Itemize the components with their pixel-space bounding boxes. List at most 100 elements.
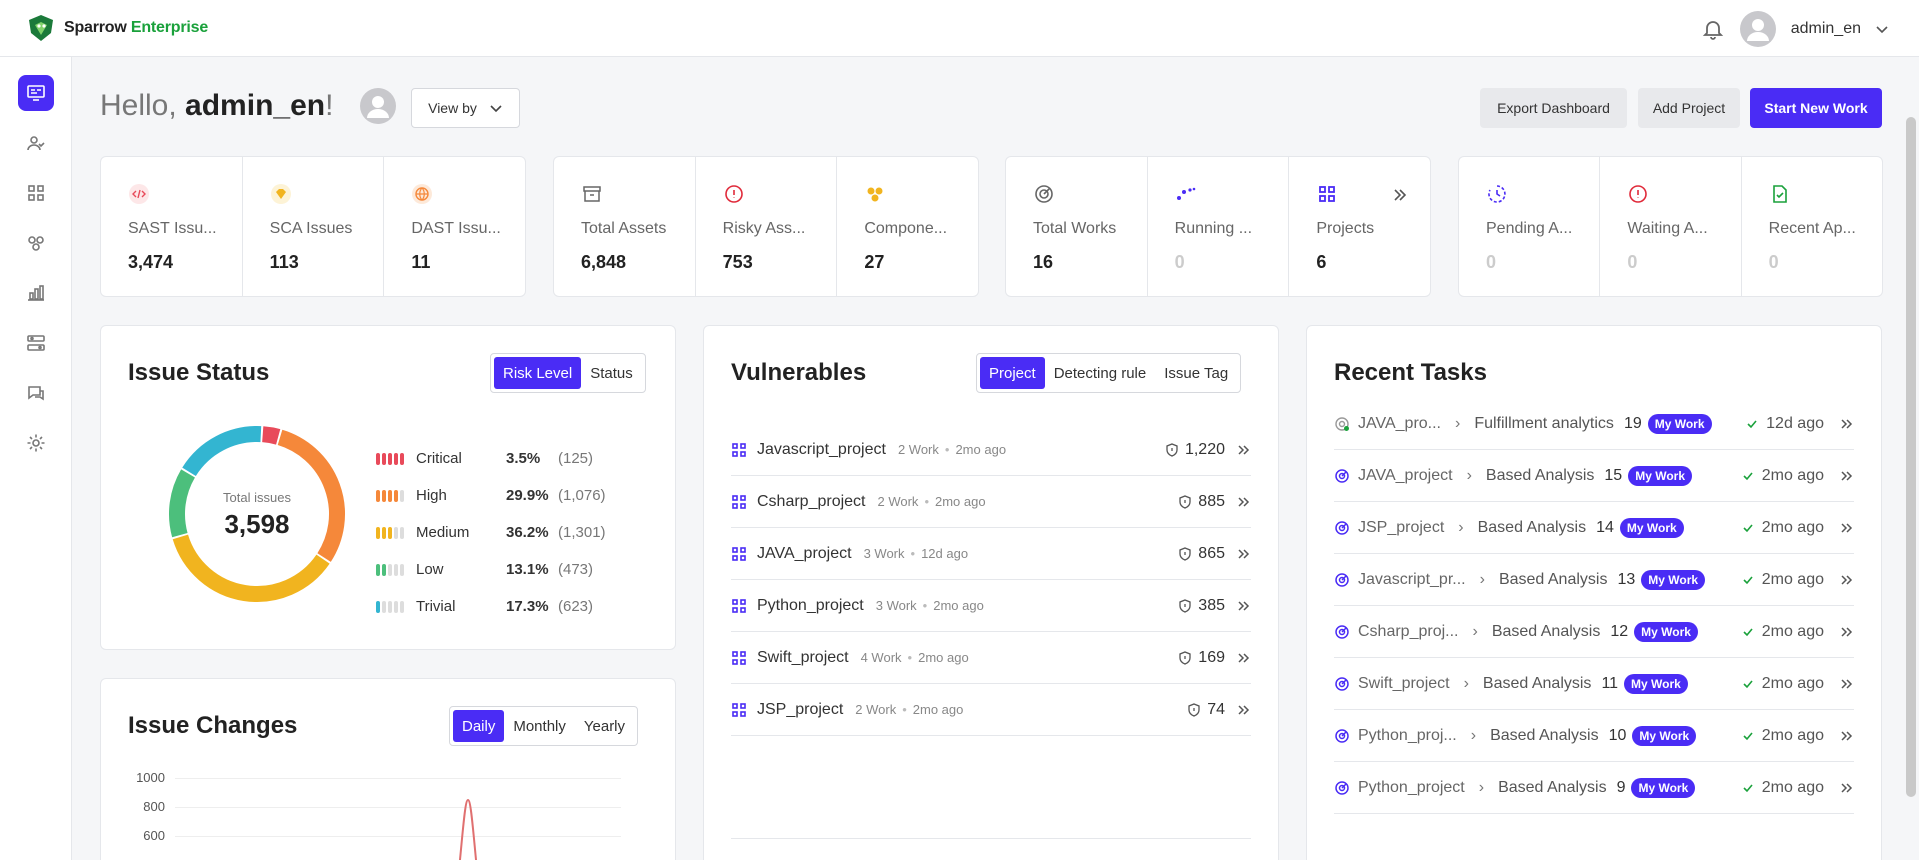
chevron-right-icon: › (1479, 570, 1485, 588)
tab-detecting-rule[interactable]: Detecting rule (1053, 364, 1147, 382)
task-row[interactable]: JAVA_pro... › Fulfillment analytics 19 M… (1334, 398, 1854, 450)
stat-dast[interactable]: DAST Issu... 11 (384, 157, 525, 296)
double-chevron-right-icon[interactable] (1840, 573, 1854, 587)
tab-status[interactable]: Status (590, 364, 633, 382)
vulnerable-row[interactable]: Swift_project 4 Work • 2mo ago 169 (731, 632, 1251, 684)
tab-monthly[interactable]: Monthly (513, 717, 566, 735)
donut-slice-trivial[interactable] (182, 426, 262, 477)
task-time-ago: 12d ago (1766, 414, 1824, 432)
stat-group-assets: Total Assets 6,848 Risky Ass... 753 Comp… (553, 156, 979, 297)
task-row[interactable]: Python_proj... › Based Analysis 10 My Wo… (1334, 710, 1854, 762)
project-meta: 4 Work • 2mo ago (861, 650, 969, 665)
double-chevron-right-icon[interactable] (1840, 417, 1854, 431)
stat-total-assets[interactable]: Total Assets 6,848 (554, 157, 696, 296)
sidebar-item-reports[interactable] (18, 275, 54, 311)
issue-count-value: 385 (1198, 596, 1225, 614)
view-by-dropdown[interactable]: View by (411, 88, 520, 128)
tab-risk-level[interactable]: Risk Level (494, 357, 582, 389)
task-row[interactable]: JAVA_project › Based Analysis 15 My Work… (1334, 450, 1854, 502)
task-project[interactable]: JAVA_project (1358, 466, 1453, 484)
logo[interactable]: Sparrow Enterprise (26, 13, 208, 43)
sidebar-item-messages[interactable] (18, 375, 54, 411)
sidebar-item-dashboard[interactable] (18, 75, 54, 111)
project-name[interactable]: Csharp_project (757, 492, 866, 510)
double-chevron-right-icon[interactable] (1840, 521, 1854, 535)
task-project[interactable]: Python_project (1358, 778, 1465, 796)
tab-yearly[interactable]: Yearly (583, 717, 626, 735)
task-row[interactable]: Python_project › Based Analysis 9 My Wor… (1334, 762, 1854, 814)
task-row[interactable]: Swift_project › Based Analysis 11 My Wor… (1334, 658, 1854, 710)
double-chevron-right-icon[interactable] (1840, 781, 1854, 795)
double-chevron-right-icon[interactable] (1237, 599, 1251, 613)
sidebar-item-workflow[interactable] (18, 325, 54, 361)
double-chevron-right-icon[interactable] (1237, 547, 1251, 561)
double-chevron-right-icon[interactable] (1392, 187, 1408, 203)
task-row[interactable]: Javascript_pr... › Based Analysis 13 My … (1334, 554, 1854, 606)
stat-pending-approvals[interactable]: Pending A... 0 (1459, 157, 1601, 296)
stat-waiting-approvals[interactable]: Waiting A... 0 (1600, 157, 1742, 296)
avatar[interactable] (1739, 10, 1777, 48)
sidebar-item-projects[interactable] (18, 175, 54, 211)
task-project[interactable]: JSP_project (1358, 518, 1445, 536)
double-chevron-right-icon[interactable] (1840, 677, 1854, 691)
task-project[interactable]: JAVA_pro... (1358, 414, 1441, 432)
chevron-right-icon: › (1455, 414, 1461, 432)
donut-slice-medium[interactable] (172, 534, 330, 602)
task-project[interactable]: Swift_project (1358, 674, 1450, 692)
double-chevron-right-icon[interactable] (1840, 469, 1854, 483)
sidebar-item-components[interactable] (18, 225, 54, 261)
export-dashboard-button[interactable]: Export Dashboard (1480, 88, 1627, 128)
stat-sast[interactable]: SAST Issu... 3,474 (101, 157, 243, 296)
project-name[interactable]: JSP_project (757, 700, 844, 718)
sidebar-item-users[interactable] (18, 125, 54, 161)
double-chevron-right-icon[interactable] (1237, 443, 1251, 457)
chevron-right-icon: › (1458, 518, 1464, 536)
stat-projects[interactable]: Projects 6 (1289, 157, 1430, 296)
target-icon (1335, 572, 1349, 587)
grid-icon (732, 442, 746, 457)
vulnerable-row[interactable]: Javascript_project 2 Work • 2mo ago 1,220 (731, 424, 1251, 476)
task-project[interactable]: Csharp_proj... (1358, 622, 1459, 640)
task-row[interactable]: JSP_project › Based Analysis 14 My Work … (1334, 502, 1854, 554)
chevron-down-icon[interactable] (1875, 22, 1889, 36)
vulnerable-row[interactable]: Csharp_project 2 Work • 2mo ago 885 (731, 476, 1251, 528)
double-chevron-right-icon[interactable] (1840, 729, 1854, 743)
vulnerable-row[interactable]: Python_project 3 Work • 2mo ago 385 (731, 580, 1251, 632)
stat-total-works[interactable]: Total Works 16 (1006, 157, 1148, 296)
double-chevron-right-icon[interactable] (1237, 703, 1251, 717)
stat-sca[interactable]: SCA Issues 113 (243, 157, 385, 296)
vulnerable-row[interactable]: JAVA_project 3 Work • 12d ago 865 (731, 528, 1251, 580)
double-chevron-right-icon[interactable] (1237, 651, 1251, 665)
level-bar (388, 526, 392, 539)
check-icon (1747, 419, 1757, 428)
stat-recent-approvals[interactable]: Recent Ap... 0 (1742, 157, 1882, 296)
stat-components[interactable]: Compone... 27 (837, 157, 978, 296)
user-name[interactable]: admin_en (1790, 19, 1861, 37)
double-chevron-right-icon[interactable] (1237, 495, 1251, 509)
tab-daily[interactable]: Daily (453, 710, 505, 742)
double-chevron-right-icon[interactable] (1840, 625, 1854, 639)
bell-icon[interactable] (1701, 17, 1725, 41)
tab-issue-tag[interactable]: Issue Tag (1164, 364, 1229, 382)
project-name[interactable]: Javascript_project (757, 440, 886, 458)
add-project-button[interactable]: Add Project (1638, 88, 1740, 128)
vulnerable-row[interactable]: JSP_project 2 Work • 2mo ago 74 (731, 684, 1251, 736)
stat-label: Pending A... (1486, 220, 1573, 237)
project-name[interactable]: Swift_project (757, 648, 849, 666)
donut-slice-high[interactable] (277, 429, 345, 562)
stat-risky-assets[interactable]: Risky Ass... 753 (696, 157, 838, 296)
task-project[interactable]: Python_proj... (1358, 726, 1457, 744)
stat-running-works[interactable]: Running ... 0 (1148, 157, 1290, 296)
task-project[interactable]: Javascript_pr... (1358, 570, 1466, 588)
task-row[interactable]: Csharp_proj... › Based Analysis 12 My Wo… (1334, 606, 1854, 658)
project-meta: 2 Work • 2mo ago (878, 494, 986, 509)
start-new-work-button[interactable]: Start New Work (1750, 88, 1882, 128)
sidebar-item-settings[interactable] (18, 425, 54, 461)
scrollbar[interactable] (1906, 117, 1916, 797)
brand-name: Sparrow Enterprise (64, 19, 208, 37)
tab-project[interactable]: Project (980, 357, 1045, 389)
project-name[interactable]: Python_project (757, 596, 864, 614)
project-name[interactable]: JAVA_project (757, 544, 852, 562)
donut-slice-low[interactable] (169, 469, 196, 538)
donut-slice-critical[interactable] (261, 426, 281, 445)
